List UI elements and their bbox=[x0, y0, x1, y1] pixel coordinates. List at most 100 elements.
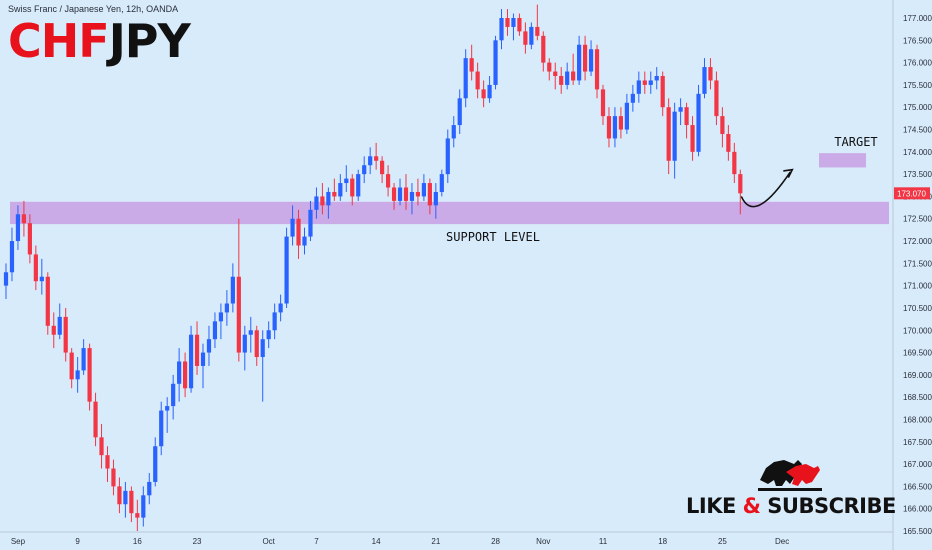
candle-body bbox=[696, 93, 701, 152]
y-tick-label: 177.000 bbox=[903, 14, 932, 23]
candle bbox=[600, 84, 606, 126]
y-tick-label: 175.000 bbox=[903, 103, 932, 112]
candle bbox=[320, 183, 325, 215]
candle bbox=[654, 67, 659, 90]
y-tick-label: 168.000 bbox=[903, 415, 932, 424]
candle-body bbox=[624, 102, 629, 130]
candle-body bbox=[350, 178, 355, 197]
candle bbox=[332, 178, 337, 201]
candle-body bbox=[39, 276, 44, 282]
candle bbox=[690, 116, 695, 161]
y-tick-label: 174.000 bbox=[903, 148, 932, 157]
candle-body bbox=[577, 44, 582, 81]
candle bbox=[475, 62, 480, 99]
candle-body bbox=[218, 312, 224, 322]
candle-body bbox=[403, 187, 409, 201]
candle bbox=[415, 178, 421, 206]
candle-body bbox=[409, 191, 415, 201]
candle-body bbox=[194, 334, 200, 366]
candle bbox=[254, 325, 259, 366]
candle-body bbox=[183, 361, 188, 389]
instrument-info: Swiss Franc / Japanese Yen, 12h, OANDA bbox=[8, 4, 179, 14]
last-price-badge: 173.070 bbox=[894, 187, 930, 200]
x-tick-label: 23 bbox=[193, 537, 202, 546]
candle bbox=[350, 174, 355, 206]
candle bbox=[99, 423, 104, 469]
candle bbox=[33, 245, 38, 291]
candle bbox=[338, 174, 343, 201]
candle bbox=[218, 303, 224, 340]
candle bbox=[248, 316, 253, 353]
title-jpy: JPY bbox=[108, 14, 191, 68]
candle-body bbox=[177, 361, 182, 384]
candle bbox=[308, 200, 313, 242]
candle-body bbox=[75, 370, 80, 380]
candle-body bbox=[481, 89, 486, 99]
candle bbox=[624, 93, 629, 134]
candle bbox=[356, 169, 361, 201]
target-zone bbox=[819, 153, 866, 168]
y-tick-label: 167.500 bbox=[903, 438, 932, 447]
zones bbox=[10, 153, 889, 225]
candle-body bbox=[51, 325, 56, 335]
candle bbox=[296, 209, 301, 259]
x-tick-label: 18 bbox=[658, 537, 667, 546]
candle-body bbox=[439, 174, 444, 192]
candle bbox=[630, 84, 635, 112]
y-tick-label: 172.000 bbox=[903, 237, 932, 246]
candle-body bbox=[254, 330, 259, 358]
candle-body bbox=[517, 18, 522, 32]
candle-body bbox=[87, 348, 92, 402]
y-tick-label: 171.500 bbox=[903, 259, 932, 268]
x-tick-label: 7 bbox=[314, 537, 319, 546]
x-tick-label: 16 bbox=[133, 537, 142, 546]
candle-body bbox=[427, 183, 432, 206]
candle bbox=[588, 40, 594, 76]
candle bbox=[726, 125, 731, 161]
price-axis bbox=[893, 0, 932, 550]
candle-body bbox=[648, 80, 653, 85]
candle bbox=[642, 71, 647, 94]
candle-body bbox=[81, 348, 86, 371]
candle-body bbox=[487, 84, 492, 99]
candle-body bbox=[230, 276, 235, 304]
candle bbox=[87, 343, 92, 411]
candle-body bbox=[123, 490, 128, 505]
candle bbox=[45, 272, 50, 335]
candle-body bbox=[111, 468, 116, 487]
candle-body bbox=[606, 116, 612, 139]
candle-body bbox=[129, 490, 134, 514]
candle-body bbox=[224, 303, 229, 313]
candle bbox=[212, 312, 218, 349]
candle bbox=[451, 116, 456, 148]
candle bbox=[391, 183, 397, 210]
candle bbox=[403, 174, 409, 210]
candle bbox=[278, 294, 283, 322]
candle-body bbox=[457, 98, 462, 126]
candle-body bbox=[200, 352, 206, 366]
candle-body bbox=[493, 40, 498, 85]
candle-body bbox=[260, 339, 265, 358]
support-label: SUPPORT LEVEL bbox=[446, 230, 540, 244]
y-tick-label: 169.000 bbox=[903, 371, 932, 380]
candle bbox=[618, 107, 624, 139]
candle-body bbox=[63, 316, 68, 353]
candle bbox=[141, 486, 146, 527]
y-tick-label: 176.000 bbox=[903, 59, 932, 68]
candle bbox=[606, 107, 612, 148]
candle-body bbox=[714, 80, 719, 117]
candle bbox=[374, 142, 379, 170]
y-tick-label: 172.500 bbox=[903, 215, 932, 224]
arrow-curve bbox=[740, 171, 791, 208]
candle bbox=[571, 53, 576, 85]
candle-body bbox=[15, 214, 21, 242]
candle bbox=[648, 71, 653, 94]
candle bbox=[21, 200, 27, 237]
candle-body bbox=[272, 312, 277, 331]
candle-body bbox=[523, 31, 528, 45]
candle bbox=[636, 71, 641, 103]
candle bbox=[290, 205, 295, 246]
candle bbox=[123, 481, 128, 518]
x-tick-label: 11 bbox=[599, 537, 608, 546]
